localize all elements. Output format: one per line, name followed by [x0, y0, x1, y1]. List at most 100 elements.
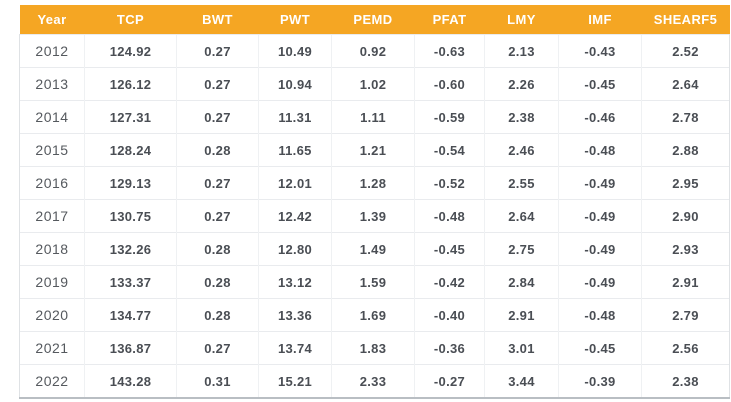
value-cell: 2.56 — [641, 331, 730, 365]
value-cell: -0.27 — [414, 364, 485, 398]
value-cell: -0.59 — [414, 100, 485, 134]
column-header-bwt: BWT — [176, 5, 259, 35]
value-cell: 2.91 — [641, 265, 730, 299]
value-cell: 0.27 — [176, 331, 259, 365]
value-cell: 2.93 — [641, 232, 730, 266]
column-header-year: Year — [19, 5, 85, 35]
table-row: 2018 132.26 0.28 12.80 1.49 -0.45 2.75 -0.49 2.9… — [19, 232, 730, 266]
value-cell: 15.21 — [258, 364, 332, 398]
value-cell: 126.12 — [84, 67, 177, 101]
year-cell: 2021 — [19, 331, 85, 365]
value-cell: 2.88 — [641, 133, 730, 167]
value-cell: 0.31 — [176, 364, 259, 398]
value-cell: 132.26 — [84, 232, 177, 266]
value-cell: 10.94 — [258, 67, 332, 101]
value-cell: 0.28 — [176, 298, 259, 332]
year-cell: 2012 — [19, 34, 85, 68]
value-cell: -0.36 — [414, 331, 485, 365]
value-cell: 0.28 — [176, 265, 259, 299]
column-header-imf: IMF — [558, 5, 642, 35]
year-cell: 2017 — [19, 199, 85, 233]
value-cell: 13.74 — [258, 331, 332, 365]
column-header-shearf5: SHEARF5 — [641, 5, 730, 35]
value-cell: -0.54 — [414, 133, 485, 167]
column-header-tcp: TCP — [84, 5, 177, 35]
value-cell: 136.87 — [84, 331, 177, 365]
value-cell: 11.31 — [258, 100, 332, 134]
value-cell: -0.45 — [558, 67, 642, 101]
year-cell: 2018 — [19, 232, 85, 266]
value-cell: 0.27 — [176, 166, 259, 200]
value-cell: 133.37 — [84, 265, 177, 299]
value-cell: 124.92 — [84, 34, 177, 68]
value-cell: -0.46 — [558, 100, 642, 134]
value-cell: 13.12 — [258, 265, 332, 299]
table-row: 2022 143.28 0.31 15.21 2.33 -0.27 3.44 -0.39 2.3… — [19, 364, 730, 398]
table-body: 2012 124.92 0.27 10.49 0.92 -0.63 2.13 -0.43 2.5… — [19, 34, 730, 398]
value-cell: -0.45 — [414, 232, 485, 266]
year-cell: 2022 — [19, 364, 85, 398]
value-cell: 1.11 — [331, 100, 415, 134]
value-cell: 3.44 — [484, 364, 559, 398]
value-cell: 2.91 — [484, 298, 559, 332]
value-cell: 2.13 — [484, 34, 559, 68]
value-cell: 2.52 — [641, 34, 730, 68]
value-cell: 0.27 — [176, 199, 259, 233]
year-cell: 2019 — [19, 265, 85, 299]
value-cell: 12.42 — [258, 199, 332, 233]
value-cell: 13.36 — [258, 298, 332, 332]
value-cell: 11.65 — [258, 133, 332, 167]
value-cell: 1.59 — [331, 265, 415, 299]
value-cell: -0.48 — [414, 199, 485, 233]
value-cell: 12.01 — [258, 166, 332, 200]
value-cell: 143.28 — [84, 364, 177, 398]
value-cell: 1.39 — [331, 199, 415, 233]
value-cell: 2.38 — [484, 100, 559, 134]
column-header-pemd: PEMD — [331, 5, 415, 35]
value-cell: 0.28 — [176, 232, 259, 266]
table-row: 2012 124.92 0.27 10.49 0.92 -0.63 2.13 -0.43 2.5… — [19, 34, 730, 68]
value-cell: 0.28 — [176, 133, 259, 167]
value-cell: -0.48 — [558, 133, 642, 167]
value-cell: 129.13 — [84, 166, 177, 200]
year-cell: 2013 — [19, 67, 85, 101]
value-cell: 2.64 — [641, 67, 730, 101]
value-cell: 127.31 — [84, 100, 177, 134]
value-cell: -0.52 — [414, 166, 485, 200]
value-cell: 2.64 — [484, 199, 559, 233]
value-cell: 2.90 — [641, 199, 730, 233]
value-cell: -0.45 — [558, 331, 642, 365]
value-cell: 2.79 — [641, 298, 730, 332]
value-cell: -0.43 — [558, 34, 642, 68]
value-cell: 2.33 — [331, 364, 415, 398]
value-cell: -0.60 — [414, 67, 485, 101]
value-cell: 130.75 — [84, 199, 177, 233]
value-cell: -0.49 — [558, 232, 642, 266]
value-cell: 2.26 — [484, 67, 559, 101]
value-cell: 2.75 — [484, 232, 559, 266]
header-row: Year TCP BWT PWT PEMD PFAT LMY IMF SHEARF5 — [19, 5, 730, 35]
table-header: Year TCP BWT PWT PEMD PFAT LMY IMF SHEARF5 — [19, 5, 730, 35]
value-cell: 10.49 — [258, 34, 332, 68]
value-cell: -0.39 — [558, 364, 642, 398]
table-row: 2015 128.24 0.28 11.65 1.21 -0.54 2.46 -0.48 2.8… — [19, 133, 730, 167]
value-cell: -0.49 — [558, 199, 642, 233]
value-cell: 2.38 — [641, 364, 730, 398]
value-cell: 0.27 — [176, 34, 259, 68]
year-cell: 2016 — [19, 166, 85, 200]
data-table: Year TCP BWT PWT PEMD PFAT LMY IMF SHEARF5 2012 1… — [19, 5, 730, 399]
value-cell: 2.78 — [641, 100, 730, 134]
year-cell: 2020 — [19, 298, 85, 332]
value-cell: 1.02 — [331, 67, 415, 101]
table-row: 2019 133.37 0.28 13.12 1.59 -0.42 2.84 -0.49 2.9… — [19, 265, 730, 299]
value-cell: 1.49 — [331, 232, 415, 266]
value-cell: 0.27 — [176, 67, 259, 101]
value-cell: 2.84 — [484, 265, 559, 299]
value-cell: 1.21 — [331, 133, 415, 167]
value-cell: -0.49 — [558, 265, 642, 299]
value-cell: 128.24 — [84, 133, 177, 167]
value-cell: 1.28 — [331, 166, 415, 200]
value-cell: -0.48 — [558, 298, 642, 332]
value-cell: 0.92 — [331, 34, 415, 68]
year-cell: 2014 — [19, 100, 85, 134]
